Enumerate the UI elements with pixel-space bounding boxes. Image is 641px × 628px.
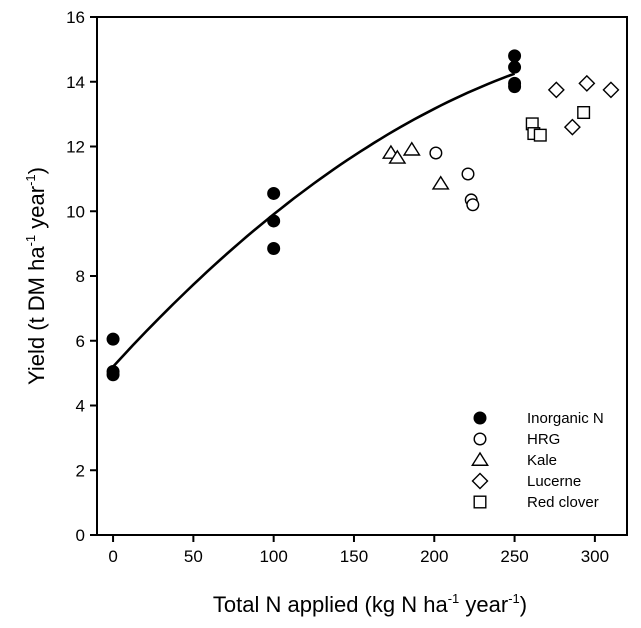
point-red-clover [577,106,591,120]
x-tick-label: 300 [581,547,609,566]
point-lucerne [547,81,565,99]
y-tick-label: 12 [66,138,85,157]
x-tick-label: 100 [259,547,287,566]
fit-curve [112,72,516,368]
point-inorganic-n [267,186,281,200]
legend-marker-red-clover [473,495,487,509]
point-inorganic-n [508,80,522,94]
y-axis-title: Yield (t DM ha-1 year-1) [23,167,49,385]
point-inorganic-n [508,60,522,74]
legend-label-hrg: HRG [527,431,560,448]
x-tick-label: 150 [340,547,368,566]
point-lucerne [602,81,620,99]
x-axis-title: Total N applied (kg N ha-1 year-1) [213,591,527,617]
point-inorganic-n [267,214,281,228]
point-inorganic-n [267,241,281,255]
legend-label-lucerne: Lucerne [527,473,581,490]
point-inorganic-n [508,49,522,63]
y-tick-label: 8 [76,267,85,286]
x-tick-label: 50 [184,547,203,566]
point-lucerne [578,74,596,92]
legend-marker-hrg [473,432,487,446]
data-points [106,49,620,382]
legend-marker-kale [471,451,489,466]
legend-label-inorganic-n: Inorganic N [527,410,604,427]
point-red-clover [533,128,547,142]
y-tick-label: 0 [76,526,85,545]
x-tick-label: 200 [420,547,448,566]
y-tick-label: 10 [66,202,85,221]
point-kale [431,175,450,190]
legend-label-red-clover: Red clover [527,494,599,511]
y-tick-label: 2 [76,461,85,480]
fit-curve-group [112,72,516,368]
x-tick-label: 0 [108,547,117,566]
point-kale [402,141,421,156]
legend-marker-lucerne [471,472,489,490]
y-tick-label: 16 [66,8,85,27]
point-lucerne [563,118,581,136]
y-tick-label: 6 [76,332,85,351]
point-hrg [461,167,475,181]
point-hrg [429,146,443,160]
legend-marker-inorganic-n [473,411,487,425]
legend-label-kale: Kale [527,452,557,469]
y-tick-label: 14 [66,73,85,92]
point-inorganic-n [106,368,120,382]
point-hrg [466,198,480,212]
point-kale [388,149,407,164]
point-inorganic-n [106,332,120,346]
y-tick-label: 4 [76,397,85,416]
axes: 0 50 100 150 200 250 300 0 2 4 6 8 10 12 14 16 [66,8,628,566]
legend: Inorganic N HRG Kale Lucerne Red clover [471,410,604,511]
x-tick-label: 250 [500,547,528,566]
